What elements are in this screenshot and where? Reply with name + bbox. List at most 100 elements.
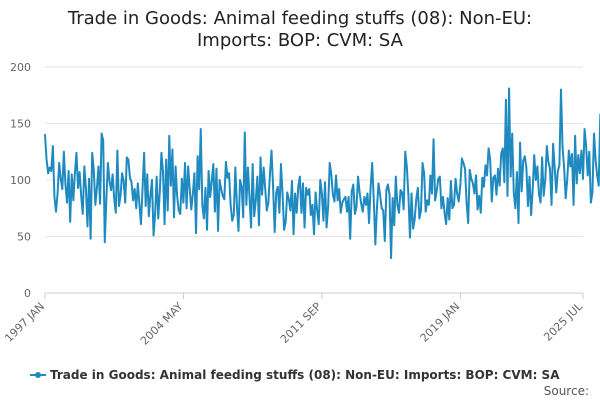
data-point[interactable] bbox=[124, 201, 127, 204]
data-point[interactable] bbox=[187, 165, 190, 168]
data-point[interactable] bbox=[72, 199, 75, 202]
data-point[interactable] bbox=[317, 223, 320, 225]
data-point[interactable] bbox=[445, 223, 448, 225]
data-point[interactable] bbox=[564, 197, 567, 199]
data-point[interactable] bbox=[453, 203, 455, 206]
data-point[interactable] bbox=[393, 224, 396, 227]
data-point[interactable] bbox=[209, 196, 212, 198]
data-point[interactable] bbox=[125, 156, 128, 159]
data-point[interactable] bbox=[66, 201, 68, 204]
data-point[interactable] bbox=[179, 213, 182, 215]
data-point[interactable] bbox=[561, 146, 564, 149]
data-point[interactable] bbox=[519, 141, 521, 144]
data-point[interactable] bbox=[231, 219, 234, 222]
data-point[interactable] bbox=[67, 170, 70, 172]
data-point[interactable] bbox=[171, 148, 174, 151]
data-point[interactable] bbox=[558, 164, 561, 167]
data-point[interactable] bbox=[342, 198, 345, 201]
data-point[interactable] bbox=[226, 176, 229, 179]
data-point[interactable] bbox=[396, 203, 399, 206]
data-point[interactable] bbox=[597, 184, 600, 187]
data-point[interactable] bbox=[522, 159, 525, 162]
data-point[interactable] bbox=[545, 145, 548, 148]
data-point[interactable] bbox=[569, 165, 572, 168]
data-point[interactable] bbox=[236, 205, 238, 207]
data-point[interactable] bbox=[188, 188, 191, 190]
data-point[interactable] bbox=[495, 193, 498, 196]
data-point[interactable] bbox=[267, 201, 270, 204]
data-point[interactable] bbox=[560, 88, 562, 91]
data-point[interactable] bbox=[210, 180, 213, 183]
data-point[interactable] bbox=[500, 153, 503, 155]
data-point[interactable] bbox=[426, 199, 429, 202]
data-point[interactable] bbox=[103, 241, 106, 244]
data-point[interactable] bbox=[220, 188, 223, 190]
data-point[interactable] bbox=[180, 177, 183, 180]
data-point[interactable] bbox=[479, 211, 482, 214]
data-point[interactable] bbox=[58, 162, 61, 164]
data-point[interactable] bbox=[229, 203, 232, 206]
data-point[interactable] bbox=[276, 185, 279, 188]
data-point[interactable] bbox=[140, 223, 142, 225]
data-point[interactable] bbox=[361, 210, 364, 213]
data-point[interactable] bbox=[591, 191, 594, 194]
data-point[interactable] bbox=[283, 228, 286, 231]
data-point[interactable] bbox=[107, 162, 109, 164]
data-point[interactable] bbox=[391, 197, 394, 199]
data-point[interactable] bbox=[213, 210, 216, 213]
data-point[interactable] bbox=[56, 192, 59, 195]
data-point[interactable] bbox=[146, 173, 149, 176]
data-point[interactable] bbox=[501, 147, 504, 150]
data-point[interactable] bbox=[549, 167, 551, 170]
data-point[interactable] bbox=[410, 192, 413, 195]
data-point[interactable] bbox=[286, 191, 289, 194]
data-point[interactable] bbox=[158, 190, 161, 193]
data-point[interactable] bbox=[514, 207, 517, 210]
data-point[interactable] bbox=[566, 177, 569, 180]
data-point[interactable] bbox=[481, 176, 484, 179]
data-point[interactable] bbox=[552, 142, 555, 145]
data-point[interactable] bbox=[350, 190, 353, 193]
data-point[interactable] bbox=[509, 175, 512, 178]
data-point[interactable] bbox=[322, 219, 325, 222]
data-point[interactable] bbox=[302, 182, 304, 185]
data-point[interactable] bbox=[228, 172, 230, 175]
data-point[interactable] bbox=[482, 185, 485, 188]
data-point[interactable] bbox=[508, 87, 510, 90]
data-point[interactable] bbox=[401, 191, 403, 194]
data-point[interactable] bbox=[486, 174, 488, 177]
data-point[interactable] bbox=[376, 207, 378, 210]
data-point[interactable] bbox=[358, 191, 361, 194]
data-point[interactable] bbox=[269, 173, 271, 176]
data-point[interactable] bbox=[83, 165, 86, 168]
data-point[interactable] bbox=[152, 234, 155, 237]
data-point[interactable] bbox=[258, 224, 260, 227]
data-point[interactable] bbox=[265, 209, 268, 212]
data-point[interactable] bbox=[442, 196, 444, 198]
data-point[interactable] bbox=[405, 165, 408, 168]
data-point[interactable] bbox=[330, 173, 333, 176]
data-point[interactable] bbox=[383, 240, 386, 242]
data-point[interactable] bbox=[357, 175, 359, 178]
data-point[interactable] bbox=[314, 191, 317, 194]
data-point[interactable] bbox=[516, 171, 518, 173]
data-point[interactable] bbox=[341, 201, 344, 204]
data-point[interactable] bbox=[122, 180, 125, 183]
data-point[interactable] bbox=[155, 175, 158, 178]
data-point[interactable] bbox=[105, 198, 108, 201]
data-point[interactable] bbox=[196, 155, 199, 158]
data-point[interactable] bbox=[168, 135, 171, 137]
data-point[interactable] bbox=[355, 206, 358, 209]
data-point[interactable] bbox=[489, 158, 492, 161]
data-point[interactable] bbox=[333, 200, 336, 203]
data-point[interactable] bbox=[47, 172, 50, 175]
data-point[interactable] bbox=[404, 150, 407, 153]
data-point[interactable] bbox=[470, 177, 473, 180]
data-point[interactable] bbox=[346, 210, 348, 213]
data-point[interactable] bbox=[287, 198, 290, 201]
data-point[interactable] bbox=[50, 170, 53, 172]
data-point[interactable] bbox=[583, 128, 586, 131]
data-point[interactable] bbox=[462, 162, 465, 164]
data-point[interactable] bbox=[451, 207, 454, 210]
data-point[interactable] bbox=[78, 171, 81, 173]
